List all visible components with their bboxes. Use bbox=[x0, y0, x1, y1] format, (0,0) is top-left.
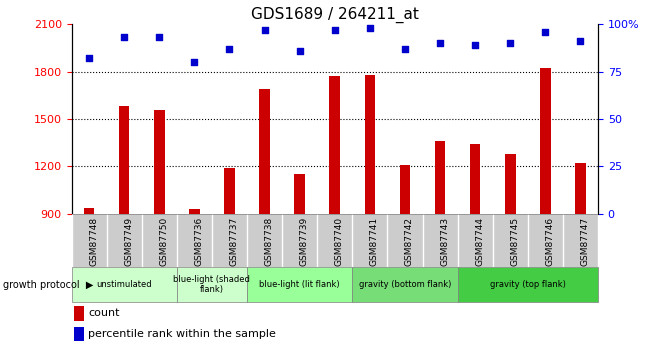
Bar bbox=[72, 214, 598, 267]
Point bbox=[540, 29, 551, 34]
Text: unstimulated: unstimulated bbox=[96, 280, 152, 289]
Bar bbox=[74, 327, 84, 341]
Bar bbox=[259, 89, 270, 214]
Bar bbox=[575, 163, 586, 214]
Point bbox=[259, 27, 270, 32]
Point bbox=[365, 25, 375, 31]
Point bbox=[400, 46, 410, 51]
Text: GSM87745: GSM87745 bbox=[510, 217, 519, 266]
Point bbox=[470, 42, 480, 48]
Bar bbox=[458, 267, 598, 302]
Text: GSM87744: GSM87744 bbox=[475, 217, 484, 266]
Bar bbox=[247, 267, 352, 302]
Bar bbox=[177, 267, 247, 302]
Text: GSM87743: GSM87743 bbox=[440, 217, 449, 266]
Text: GSM87737: GSM87737 bbox=[229, 217, 239, 266]
Text: blue-light (lit flank): blue-light (lit flank) bbox=[259, 280, 340, 289]
Point bbox=[119, 35, 129, 40]
Point bbox=[189, 59, 200, 65]
Point bbox=[154, 35, 164, 40]
Bar bbox=[72, 267, 177, 302]
Text: GSM87739: GSM87739 bbox=[300, 217, 309, 266]
Text: GSM87742: GSM87742 bbox=[405, 217, 414, 266]
Text: GSM87746: GSM87746 bbox=[545, 217, 554, 266]
Text: GSM87749: GSM87749 bbox=[124, 217, 133, 266]
Point bbox=[224, 46, 235, 51]
Text: GSM87741: GSM87741 bbox=[370, 217, 379, 266]
Bar bbox=[330, 76, 340, 214]
Bar bbox=[365, 75, 375, 214]
Title: GDS1689 / 264211_at: GDS1689 / 264211_at bbox=[251, 7, 419, 23]
Bar bbox=[505, 154, 515, 214]
Text: gravity (top flank): gravity (top flank) bbox=[490, 280, 566, 289]
Point bbox=[505, 40, 515, 46]
Text: GSM87738: GSM87738 bbox=[265, 217, 274, 266]
Point bbox=[294, 48, 305, 53]
Point bbox=[435, 40, 445, 46]
Text: growth protocol  ▶: growth protocol ▶ bbox=[3, 280, 94, 289]
Bar bbox=[352, 267, 458, 302]
Text: count: count bbox=[88, 308, 120, 318]
Point bbox=[84, 56, 94, 61]
Text: GSM87750: GSM87750 bbox=[159, 217, 168, 266]
Text: GSM87736: GSM87736 bbox=[194, 217, 203, 266]
Bar bbox=[154, 109, 164, 214]
Bar bbox=[74, 306, 84, 321]
Text: percentile rank within the sample: percentile rank within the sample bbox=[88, 329, 276, 339]
Bar bbox=[400, 165, 410, 214]
Bar bbox=[84, 208, 94, 214]
Bar bbox=[189, 209, 200, 214]
Text: blue-light (shaded
flank): blue-light (shaded flank) bbox=[174, 275, 250, 294]
Point bbox=[575, 38, 586, 44]
Bar bbox=[224, 168, 235, 214]
Bar bbox=[435, 141, 445, 214]
Text: GSM87748: GSM87748 bbox=[89, 217, 98, 266]
Text: GSM87740: GSM87740 bbox=[335, 217, 344, 266]
Point bbox=[330, 27, 340, 32]
Text: gravity (bottom flank): gravity (bottom flank) bbox=[359, 280, 451, 289]
Bar bbox=[294, 174, 305, 214]
Bar bbox=[540, 68, 551, 214]
Text: GSM87747: GSM87747 bbox=[580, 217, 590, 266]
Bar bbox=[119, 106, 129, 214]
Bar bbox=[470, 144, 480, 214]
